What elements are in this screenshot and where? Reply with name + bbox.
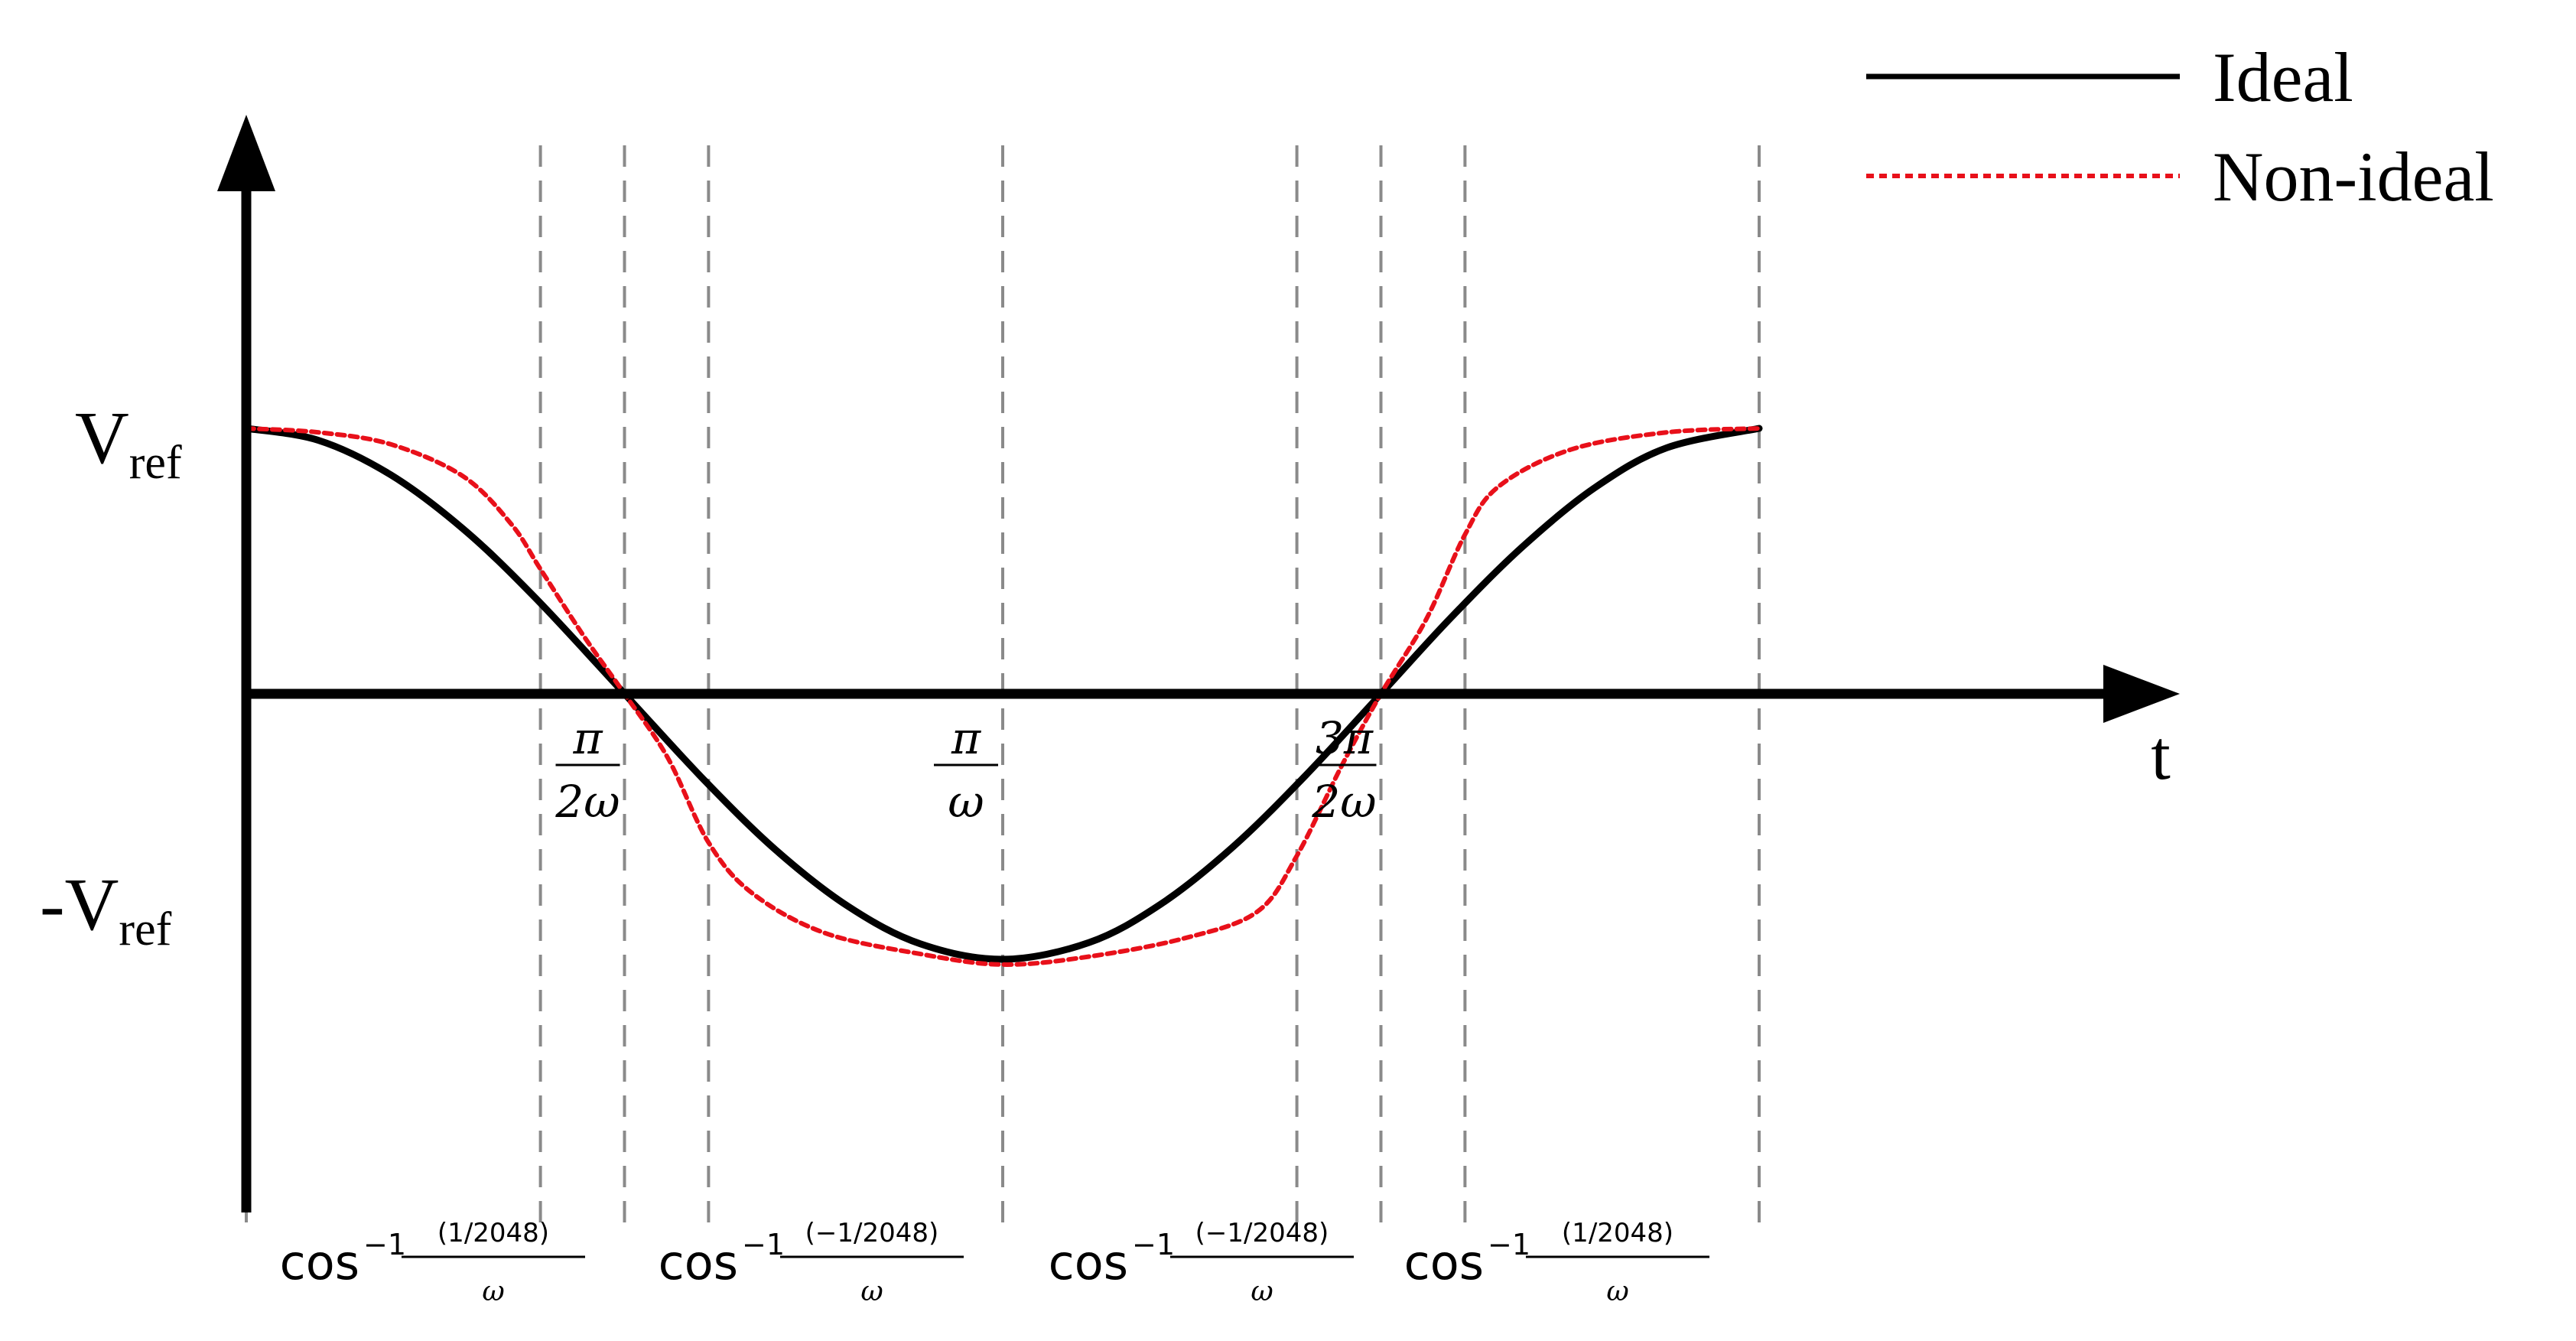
y-tick-label: -Vref [40, 864, 172, 955]
ideal-series-line [242, 425, 1763, 963]
legend: Ideal Non-ideal [1866, 38, 2494, 216]
guide-label-func: cos [1404, 1235, 1484, 1291]
x-tick-label: π 2ω [555, 712, 620, 828]
legend-entry: Non-ideal [1866, 138, 2494, 216]
x-axis-label: t [2151, 716, 2171, 794]
guide-label-exponent: −1 [363, 1228, 406, 1261]
series-layer [242, 425, 1763, 967]
legend-label: Ideal [2213, 38, 2353, 116]
guide-label-denominator: ω [1251, 1276, 1273, 1307]
legend-label: Non-ideal [2213, 138, 2494, 216]
guide-label-func: cos [280, 1235, 359, 1291]
y-tick-label: Vref [75, 397, 182, 489]
guide-label-denominator: ω [482, 1276, 504, 1307]
guide-label-denominator: ω [1606, 1276, 1628, 1307]
guide-label: cos −1 (−1/2048) ω [1049, 1218, 1354, 1307]
x-tick-label: πω [934, 712, 998, 828]
x-tick-denominator: ω [948, 776, 984, 828]
guide-label-func: cos [1049, 1235, 1128, 1291]
x-axis-arrowhead [2103, 665, 2180, 723]
guide-label: cos −1 (1/2048) ω [1404, 1218, 1709, 1307]
guide-label-numerator: (−1/2048) [805, 1218, 939, 1248]
non-ideal-series-line [244, 426, 1761, 967]
y-axis-arrowhead [217, 115, 275, 191]
guide-label-exponent: −1 [1132, 1228, 1175, 1261]
x-tick-numerator: 3π [1316, 712, 1374, 764]
x-tick-denominator: 2ω [1311, 776, 1376, 828]
guide-label-exponent: −1 [1488, 1228, 1530, 1261]
x-tick-numerator: π [951, 712, 981, 764]
dashed-guides [245, 145, 1761, 1224]
guide-label: cos −1 (1/2048) ω [280, 1218, 585, 1307]
x-tick-denominator: 2ω [555, 776, 620, 828]
guide-label-exponent: −1 [742, 1228, 785, 1261]
y-tick-labels: Vref -Vref [40, 397, 182, 955]
guide-label-numerator: (1/2048) [437, 1218, 549, 1248]
guide-label-numerator: (−1/2048) [1195, 1218, 1329, 1248]
guide-label-numerator: (1/2048) [1562, 1218, 1673, 1248]
guide-label-denominator: ω [860, 1276, 883, 1307]
guide-label-func: cos [659, 1235, 738, 1291]
guide-label: cos −1 (−1/2048) ω [659, 1218, 964, 1307]
legend-entry: Ideal [1866, 38, 2353, 116]
x-tick-numerator: π [572, 712, 603, 764]
